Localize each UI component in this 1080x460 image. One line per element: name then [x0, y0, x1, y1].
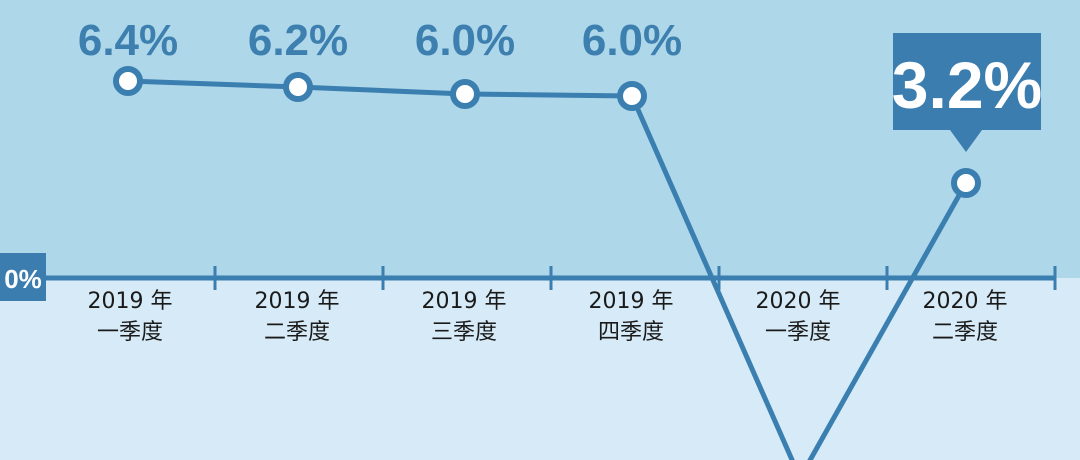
category-year: 2019 年	[255, 289, 340, 314]
category-label: 2019 年三季度	[422, 289, 507, 345]
category-quarter: 二季度	[264, 320, 330, 345]
highlight-callout-box	[893, 33, 1041, 152]
negative-region-background	[0, 278, 1080, 460]
category-label: 2020 年一季度	[756, 289, 841, 345]
data-label: 6.0%	[415, 16, 515, 65]
data-label: 6.4%	[78, 16, 178, 65]
category-label: 2020 年二季度	[923, 289, 1008, 345]
data-point	[113, 66, 143, 96]
data-point	[450, 79, 480, 109]
category-label: 2019 年一季度	[88, 289, 173, 345]
data-point	[617, 81, 647, 111]
zero-axis-tag-box	[0, 253, 46, 301]
data-points	[113, 66, 981, 198]
zero-axis-tag: 0%	[0, 253, 46, 301]
data-point	[283, 72, 313, 102]
category-year: 2020 年	[756, 289, 841, 314]
highlight-value-label: 3.2%	[892, 48, 1042, 122]
data-label: 6.0%	[582, 16, 682, 65]
category-label: 2019 年四季度	[589, 289, 674, 345]
category-year: 2020 年	[923, 289, 1008, 314]
series-line	[127, 78, 969, 460]
category-year: 2019 年	[88, 289, 173, 314]
category-quarter: 一季度	[765, 320, 831, 345]
category-year: 2019 年	[422, 289, 507, 314]
category-quarter: 三季度	[431, 320, 497, 345]
zero-axis-label: 0%	[4, 264, 42, 294]
category-quarter: 二季度	[932, 320, 998, 345]
data-label: 6.2%	[248, 16, 348, 65]
category-year: 2019 年	[589, 289, 674, 314]
data-labels: 6.4% 6.2% 6.0% 6.0% 3.2%	[78, 16, 1042, 152]
category-quarter: 四季度	[598, 320, 664, 345]
series-line-path	[127, 78, 969, 460]
category-quarter: 一季度	[97, 320, 163, 345]
category-label: 2019 年二季度	[255, 289, 340, 345]
zero-axis	[46, 266, 1057, 290]
data-point	[951, 168, 981, 198]
